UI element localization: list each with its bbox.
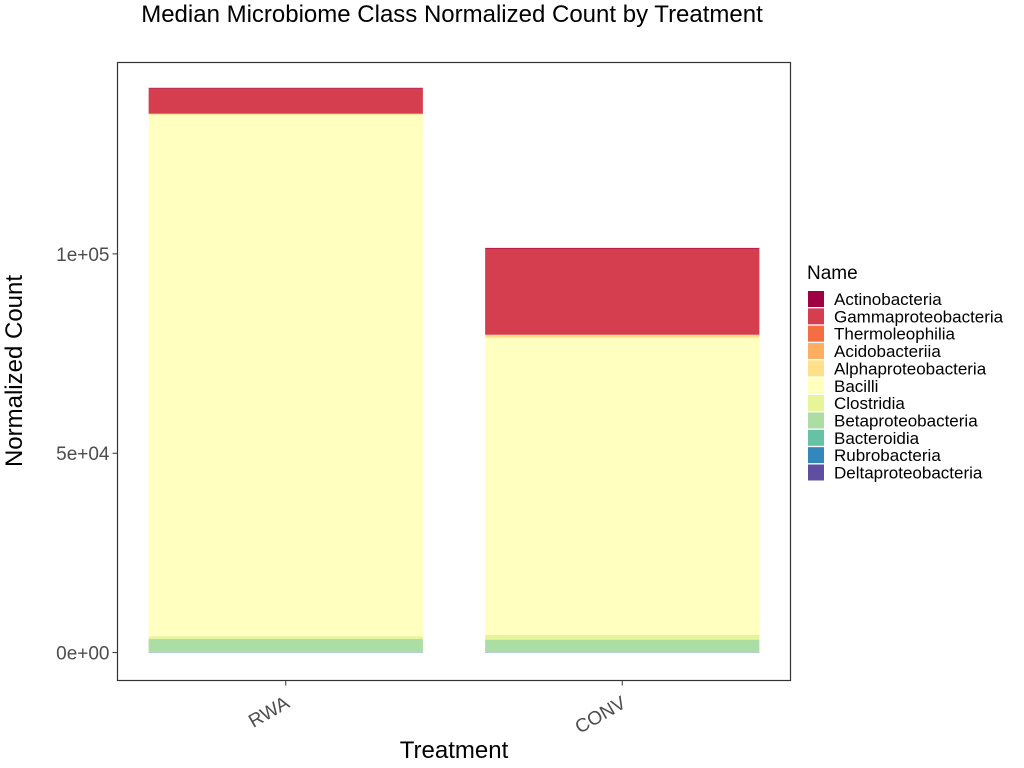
bar-segment-conv-gammaproteobacteria bbox=[485, 248, 760, 335]
legend-label: Actinobacteria bbox=[834, 290, 942, 309]
legend-label: Alphaproteobacteria bbox=[834, 359, 987, 378]
bar-segment-conv-betaproteobacteria bbox=[485, 639, 760, 652]
y-tick-label: 5e+04 bbox=[56, 444, 110, 465]
legend-label: Acidobacteriia bbox=[834, 342, 941, 361]
bar-segment-conv-bacilli bbox=[485, 337, 760, 635]
x-axis-title: Treatment bbox=[400, 737, 509, 764]
legend-swatch bbox=[808, 429, 824, 446]
bar-segment-rwa-bacilli bbox=[148, 114, 423, 637]
legend-label: Deltaproteobacteria bbox=[834, 464, 983, 483]
bar-segment-conv-alphaproteobacteria bbox=[485, 335, 760, 338]
bar-segment-conv-actinobacteria bbox=[485, 247, 760, 249]
y-tick-label: 0e+00 bbox=[56, 644, 109, 665]
bar-segment-conv-clostridia bbox=[485, 634, 760, 640]
legend-swatch bbox=[808, 464, 824, 481]
y-tick-label: 1e+05 bbox=[56, 245, 109, 266]
legend-label: Clostridia bbox=[834, 394, 905, 413]
legend-label: Bacilli bbox=[834, 377, 878, 396]
legend-swatch bbox=[808, 343, 824, 360]
legend-swatch bbox=[808, 360, 824, 377]
x-tick-label: RWA bbox=[245, 692, 293, 732]
plot-area bbox=[148, 87, 760, 653]
y-axis: 0e+00 5e+04 1e+05 bbox=[56, 245, 118, 665]
legend-swatch bbox=[808, 412, 824, 429]
bar-segment-rwa-actinobacteria bbox=[148, 87, 423, 89]
y-axis-title: Normalized Count bbox=[1, 275, 28, 467]
bar-segment-rwa-alphaproteobacteria bbox=[148, 113, 423, 115]
legend-label: Gammaproteobacteria bbox=[834, 307, 1004, 326]
legend: Name ActinobacteriaGammaproteobacteriaTh… bbox=[807, 263, 1004, 483]
legend-swatch bbox=[808, 325, 824, 342]
legend-swatch bbox=[808, 291, 824, 307]
bar-segment-rwa-gammaproteobacteria bbox=[148, 88, 423, 114]
legend-label: Thermoleophilia bbox=[834, 325, 955, 344]
legend-title: Name bbox=[807, 263, 858, 284]
chart-title: Median Microbiome Class Normalized Count… bbox=[141, 1, 763, 28]
x-axis: RWA CONV bbox=[245, 680, 630, 738]
legend-label: Rubrobacteria bbox=[834, 446, 941, 465]
legend-swatch bbox=[808, 447, 824, 464]
bar-segment-rwa-betaproteobacteria bbox=[148, 639, 423, 652]
bar-segment-rwa-clostridia bbox=[148, 636, 423, 640]
legend-label: Betaproteobacteria bbox=[834, 411, 978, 430]
x-tick-label: CONV bbox=[572, 692, 630, 738]
plot-border bbox=[116, 61, 792, 682]
legend-label: Bacteroidia bbox=[834, 429, 920, 448]
legend-swatch bbox=[808, 308, 824, 325]
legend-swatch bbox=[808, 395, 824, 412]
legend-swatch bbox=[808, 377, 824, 394]
